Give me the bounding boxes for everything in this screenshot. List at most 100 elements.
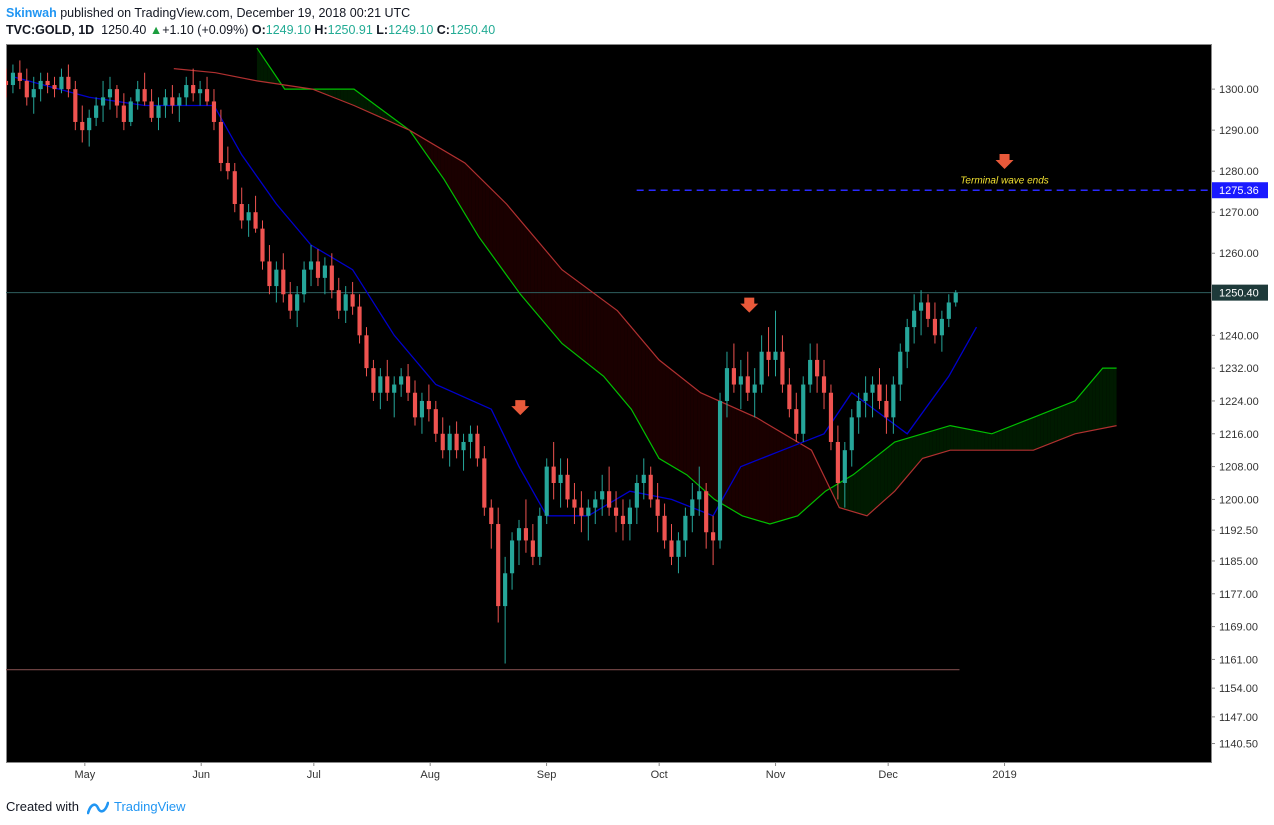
candle-body — [530, 540, 535, 557]
candle-body — [565, 474, 570, 500]
candle-body — [925, 302, 931, 319]
cloud-segment — [697, 390, 701, 488]
cloud-segment — [915, 434, 919, 467]
x-tick-label: Dec — [878, 769, 898, 781]
cloud-segment — [641, 339, 646, 434]
cloud-segment — [995, 431, 999, 451]
cloud-segment — [333, 89, 337, 99]
y-tick-label: 1192.50 — [1219, 525, 1258, 537]
cloud-segment — [776, 429, 781, 522]
cloud-segment — [506, 204, 510, 280]
cloud-segment — [742, 411, 746, 517]
candle-body — [288, 294, 293, 311]
candle-body — [419, 400, 425, 418]
candle-body — [440, 433, 445, 451]
cloud-segment — [541, 245, 545, 323]
cloud-segment — [468, 166, 472, 226]
candle-body — [932, 318, 938, 336]
candle-body — [170, 97, 175, 106]
candle-body — [38, 80, 43, 90]
candle-body — [690, 499, 695, 516]
candle-body — [794, 409, 799, 434]
candle-body — [94, 105, 99, 118]
candle-body — [378, 376, 383, 393]
candle-body — [246, 212, 251, 221]
low-value: 1249.10 — [388, 23, 434, 37]
chart-header: Skinwah published on TradingView.com, De… — [6, 4, 1266, 44]
plot-area — [6, 44, 1212, 763]
candle-body — [475, 433, 480, 459]
cloud-segment — [756, 417, 760, 521]
cloud-segment — [596, 295, 601, 374]
candle-body — [704, 491, 709, 533]
cloud-segment — [905, 437, 909, 479]
candle-body — [815, 359, 820, 377]
cloud-segment — [894, 440, 899, 492]
author-link[interactable]: Skinwah — [6, 6, 57, 20]
candle-body — [405, 376, 411, 393]
cloud-segment — [932, 429, 937, 456]
candle-body — [461, 441, 466, 451]
candle-body — [392, 384, 397, 393]
cloud-segment — [1002, 428, 1006, 451]
cloud-segment — [1068, 402, 1072, 437]
cloud-segment — [891, 441, 895, 495]
cloud-segment — [981, 431, 985, 451]
cloud-segment — [839, 480, 843, 509]
tradingview-brand[interactable]: TradingView — [114, 799, 186, 814]
candle-body — [191, 85, 196, 94]
x-tick-label: May — [74, 769, 95, 781]
candle-body — [142, 89, 147, 102]
candle-body — [364, 335, 369, 369]
candle-body — [100, 97, 106, 106]
cloud-segment — [1085, 384, 1089, 432]
candle-body — [613, 507, 619, 516]
target-price-label-bg — [1212, 182, 1268, 199]
candle-body — [828, 392, 834, 442]
publish-info: published on TradingView.com, December 1… — [60, 6, 411, 20]
candle-body — [503, 573, 508, 607]
cloud-segment — [336, 89, 341, 101]
close-value: 1250.40 — [449, 23, 496, 37]
y-tick-label: 1177.00 — [1219, 589, 1258, 601]
cloud-segment — [679, 376, 684, 473]
candle-body — [239, 204, 244, 221]
cloud-segment — [340, 89, 344, 102]
cloud-segment — [631, 327, 635, 416]
cloud-segment — [593, 292, 597, 371]
cloud-segment — [936, 428, 940, 455]
symbol-label: TVC:GOLD, 1D — [6, 23, 95, 37]
candle-body — [295, 294, 300, 311]
cloud-segment — [378, 107, 382, 118]
y-tick-label: 1240.00 — [1219, 330, 1259, 342]
cloud-segment — [509, 208, 514, 285]
candle-body — [350, 294, 355, 307]
cloud-segment — [527, 228, 531, 307]
cloud-segment — [374, 104, 379, 117]
cloud-segment — [1071, 400, 1075, 436]
candle-body — [801, 384, 806, 434]
cloud-segment — [759, 419, 764, 522]
cloud-segment — [270, 68, 275, 84]
cloud-segment — [603, 300, 608, 381]
candle-body — [371, 368, 376, 393]
cloud-segment — [1047, 410, 1051, 445]
candle-body — [218, 121, 223, 163]
cloud-segment — [1026, 418, 1030, 451]
x-tick-label: Oct — [651, 769, 668, 781]
cloud-segment — [360, 94, 365, 111]
cloud-segment — [357, 91, 361, 109]
cloud-segment — [856, 469, 861, 514]
cloud-segment — [728, 405, 732, 510]
high-value: 1250.91 — [327, 23, 373, 37]
cloud-segment — [530, 232, 535, 311]
candle-body — [80, 121, 85, 131]
price-chart[interactable]: Terminal wave ends 1300.00 1290.00 1280.00 1… — [6, 44, 1268, 790]
candle-body — [66, 76, 71, 90]
senkou-a-line — [256, 47, 1117, 525]
candle-body — [468, 433, 473, 442]
cloud-segment — [1005, 426, 1010, 451]
cloud-segment — [572, 277, 576, 355]
candle-body — [662, 515, 667, 541]
candle-body — [759, 351, 764, 385]
